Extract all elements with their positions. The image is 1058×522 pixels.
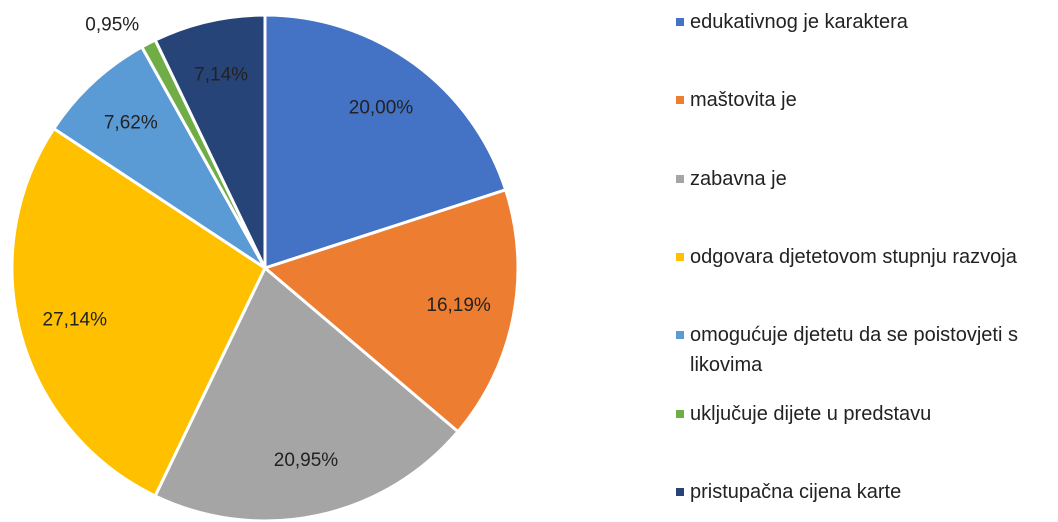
pie-chart: 20,00% 16,19% 20,95% 27,14% 7,62% 0,95% 7,14% [10,13,520,522]
legend-item: omogućuje djetetu da se poistovjeti s li… [676,320,1048,380]
pie-slice [263,13,508,271]
legend-item: odgovara djetetovom stupnju razvoja [676,242,1048,272]
pie-slice [10,126,267,498]
legend-swatch [676,409,684,418]
data-label: 20,95% [274,450,339,471]
legend-label: uključuje dijete u predstavu [690,402,932,425]
data-label: 27,14% [43,309,108,330]
legend-item: pristupačna cijena karte [676,477,1048,507]
legend-item: uključuje dijete u predstavu [676,399,1048,429]
legend-label: maštovita je [690,89,797,112]
legend-swatch [676,96,684,105]
legend-label: zabavna je [690,167,787,190]
pie-slice [153,265,461,522]
legend-item: zabavna je [676,164,1048,194]
legend-label: odgovara djetetovom stupnju razvoja [690,245,1017,268]
legend-swatch [676,331,684,340]
pie-slice [153,13,267,269]
legend-swatch [676,18,684,26]
legend-label: omogućuje djetetu da se poistovjeti s li… [690,324,1018,377]
data-label: 7,14% [194,65,248,86]
legend-item: maštovita je [676,85,1048,115]
legend-swatch [676,174,684,183]
legend-item: edukativnog je karaktera [676,7,1048,37]
legend-label: edukativnog je karaktera [690,11,908,33]
data-label: 7,62% [104,112,158,133]
pie-slice [261,187,520,434]
legend-label: pristupačna cijena karte [690,480,902,503]
data-label: 16,19% [426,295,491,316]
data-label: 20,00% [349,97,414,118]
data-label: 0,95% [85,14,139,35]
legend-swatch [676,252,684,261]
legend-swatch [676,487,684,496]
pie-slice [51,44,267,270]
